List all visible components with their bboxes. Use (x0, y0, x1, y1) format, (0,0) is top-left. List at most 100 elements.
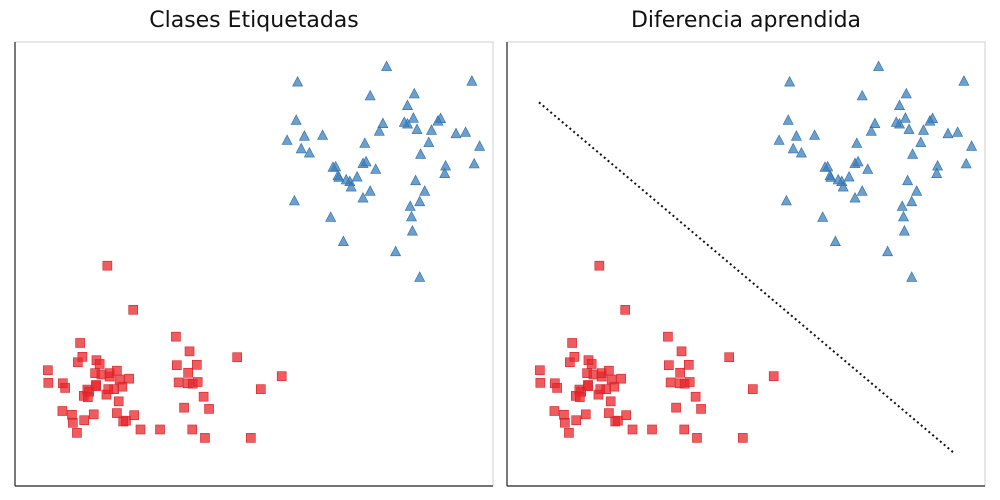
right-blue-triangle-point (787, 142, 799, 154)
left-blue-triangle-point (333, 171, 345, 182)
right-blue-triangle-point (911, 185, 923, 196)
right-red-square-point (571, 415, 582, 426)
right-blue-triangle-point (960, 157, 972, 169)
left-red-square-point (204, 404, 214, 414)
left-red-square-point (121, 415, 131, 426)
left-red-square-point (198, 391, 209, 402)
left-blue-triangle-point (303, 146, 315, 158)
left-red-square-point (91, 381, 101, 392)
left-blue-triangle-point (406, 210, 417, 222)
right-blue-triangle-point (832, 173, 844, 185)
left-red-square-point (72, 428, 82, 438)
right-blue-triangle-point (825, 171, 837, 182)
left-blue-triangle-point (381, 60, 393, 71)
left-red-square-point (184, 346, 195, 357)
left-markers (43, 60, 486, 443)
left-blue-triangle-point (345, 180, 357, 192)
left-blue-triangle-point (414, 195, 426, 207)
right-blue-triangle-point (942, 127, 954, 139)
left-red-square-point (173, 377, 184, 388)
right-red-square-point (606, 374, 617, 385)
right-blue-triangle-point (851, 137, 863, 148)
right-red-square-point (595, 384, 606, 394)
right-blue-triangle-point (780, 194, 792, 206)
left-red-square-point (179, 402, 189, 413)
left-blue-triangle-point (325, 211, 337, 222)
right-red-square-point (665, 377, 676, 388)
right-blue-triangle-point (809, 129, 821, 140)
left-blue-triangle-point (404, 200, 416, 211)
left-blue-triangle-point (474, 140, 486, 151)
right-red-square-point (564, 428, 574, 438)
left-blue-triangle-point (415, 148, 427, 159)
right-red-square-point (588, 369, 599, 380)
left-red-square-point (112, 365, 122, 376)
right-blue-triangle-point (924, 115, 936, 126)
left-blue-triangle-point (290, 114, 302, 125)
right-red-square-point (560, 417, 570, 428)
right-red-square-point (663, 331, 673, 342)
left-blue-triangle-point (288, 194, 300, 206)
right-blue-triangle-point (896, 200, 908, 211)
right-blue-triangle-point (931, 167, 943, 178)
right-red-square-point (583, 381, 593, 392)
left-red-square-point (183, 367, 193, 378)
left-red-square-point (192, 377, 203, 387)
right-blue-triangle-point (903, 123, 915, 134)
left-red-square-point (96, 369, 107, 380)
left-red-square-point (246, 433, 256, 443)
left-red-square-point (88, 409, 99, 420)
right-red-square-point (627, 424, 638, 435)
left-red-square-point (187, 424, 198, 435)
left-blue-triangle-point (327, 161, 339, 172)
right-red-square-point (535, 378, 546, 388)
left-red-square-point (129, 410, 139, 421)
right-red-square-point (724, 352, 735, 363)
right-red-square-point (690, 391, 701, 402)
left-red-square-point (79, 415, 90, 426)
right-blue-triangle-point (843, 170, 855, 182)
left-blue-triangle-point (423, 136, 435, 147)
left-blue-triangle-point (359, 137, 371, 148)
left-blue-triangle-point (402, 99, 413, 110)
left-blue-triangle-point (468, 157, 480, 169)
left-blue-triangle-point (426, 124, 437, 135)
left-red-square-point (43, 365, 53, 376)
right-red-square-point (684, 377, 695, 387)
right-red-square-point (575, 392, 585, 402)
left-blue-triangle-point (390, 245, 402, 257)
left-red-square-point (155, 424, 165, 435)
left-red-square-point (232, 352, 243, 363)
right-red-square-point (683, 359, 694, 370)
right-blue-triangle-point (773, 134, 785, 145)
left-blue-triangle-point (357, 191, 369, 203)
right-blue-triangle-point (852, 155, 864, 167)
right-red-square-point (671, 402, 681, 413)
right-blue-triangle-point (890, 116, 902, 127)
right-blue-triangle-point (898, 210, 909, 222)
right-blue-triangle-point (899, 112, 911, 123)
left-blue-triangle-point (407, 112, 419, 123)
decision-boundary-line (538, 101, 954, 453)
right-blue-triangle-point (865, 125, 877, 136)
right-blue-triangle-point (837, 180, 849, 192)
right-red-square-point (621, 410, 631, 421)
left-blue-triangle-point (419, 185, 431, 196)
right-blue-triangle-point (869, 117, 881, 128)
right-blue-triangle-point (795, 146, 807, 158)
right-red-square-point (604, 365, 614, 376)
right-red-square-point (535, 365, 545, 376)
right-red-square-point (738, 433, 748, 443)
left-red-square-point (171, 331, 181, 342)
right-blue-triangle-point (782, 114, 794, 125)
right-red-square-point (647, 424, 657, 435)
right-blue-triangle-point (898, 225, 910, 236)
right-blue-triangle-point (856, 185, 868, 196)
left-blue-triangle-point (466, 75, 478, 86)
left-red-square-point (57, 406, 68, 416)
right-red-square-point (692, 433, 702, 443)
right-markers (535, 60, 978, 453)
right-red-square-point (613, 415, 623, 426)
left-red-square-point (75, 338, 85, 348)
